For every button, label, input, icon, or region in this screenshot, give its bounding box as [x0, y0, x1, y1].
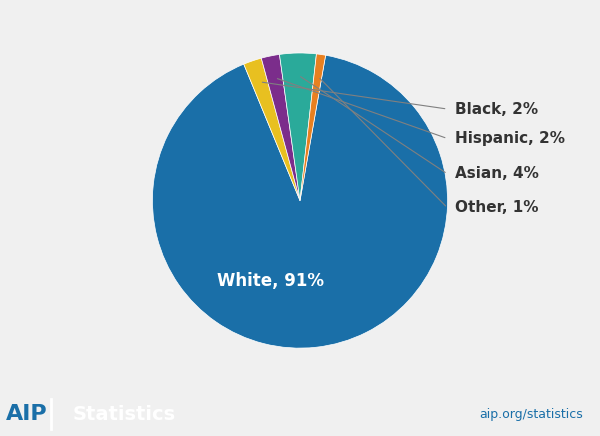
- Wedge shape: [152, 55, 448, 348]
- Wedge shape: [300, 54, 326, 201]
- Text: White, 91%: White, 91%: [217, 272, 324, 290]
- Text: Asian, 4%: Asian, 4%: [455, 167, 539, 181]
- Text: Other, 1%: Other, 1%: [455, 201, 538, 215]
- Text: AIP: AIP: [5, 404, 47, 424]
- Wedge shape: [280, 53, 316, 201]
- Text: Black, 2%: Black, 2%: [455, 102, 538, 116]
- Text: Hispanic, 2%: Hispanic, 2%: [455, 131, 565, 146]
- Wedge shape: [244, 58, 300, 201]
- Text: aip.org/statistics: aip.org/statistics: [480, 408, 583, 421]
- Text: Statistics: Statistics: [73, 405, 176, 424]
- Wedge shape: [262, 54, 300, 201]
